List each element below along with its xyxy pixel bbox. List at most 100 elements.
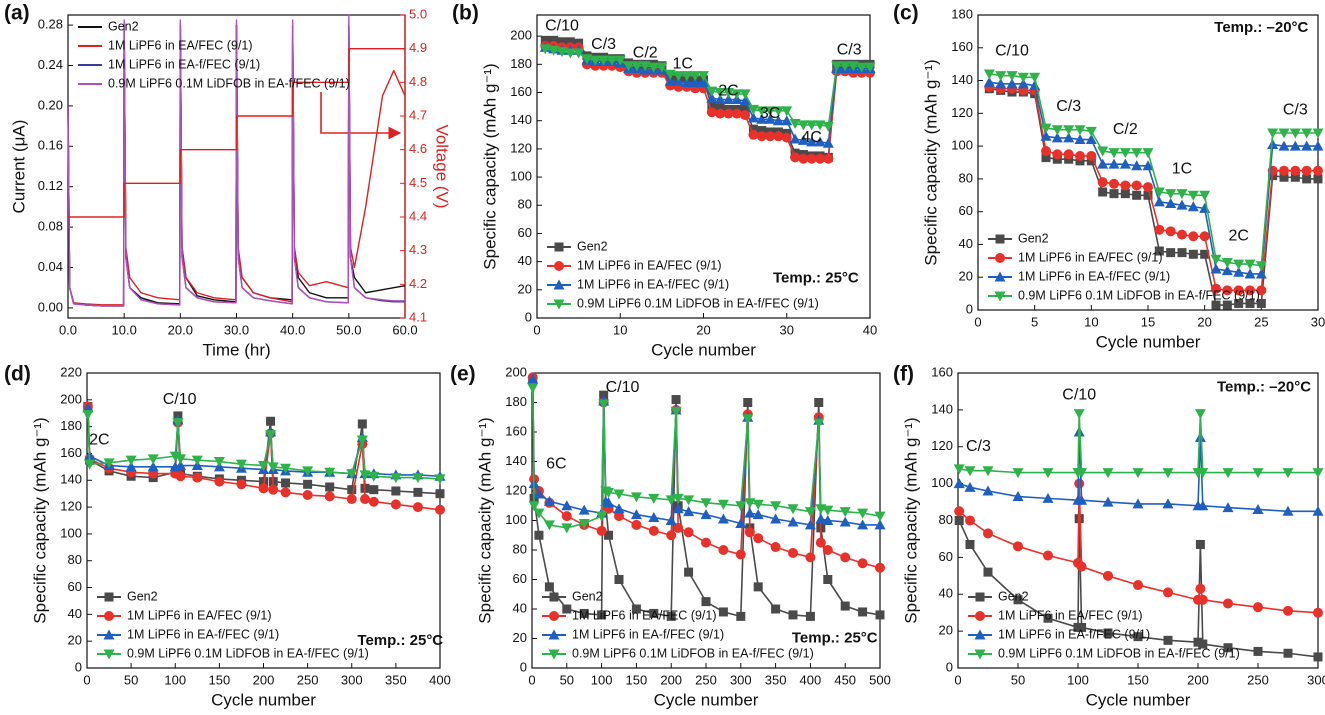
x-tick-label: 15: [1141, 314, 1155, 329]
legend-marker: [975, 611, 985, 621]
marker: [773, 131, 784, 142]
y-tick-label: 100: [931, 475, 953, 490]
series-line: [958, 431, 1318, 513]
y-tick-label: 60: [518, 225, 532, 240]
marker: [772, 106, 784, 117]
y-tick-label: 0.20: [38, 97, 63, 112]
marker: [435, 504, 445, 515]
marker: [598, 55, 610, 66]
marker: [698, 71, 709, 82]
marker: [1312, 468, 1324, 479]
marker: [1162, 468, 1174, 479]
y-tick-label: 100: [510, 169, 532, 184]
marker: [1102, 468, 1114, 479]
legend-label: 1M LiPF6 in EA-f/FEC (9/1): [577, 277, 729, 291]
marker: [1312, 140, 1324, 151]
marker: [790, 152, 801, 163]
marker: [822, 515, 834, 525]
marker: [1097, 177, 1108, 188]
legend-label: 1M LiPF6 in EA-f/FEC (9/1): [998, 627, 1150, 641]
marker: [630, 509, 642, 520]
marker: [1313, 174, 1323, 184]
marker: [731, 89, 743, 100]
annotation: C/10: [995, 42, 1029, 59]
y-tick-label: 20: [513, 630, 527, 645]
marker: [1177, 229, 1187, 240]
x-tick-label: 250: [297, 672, 319, 687]
panel: 0 5 10 15 20 25 30 0 20 40 60 80 100 120 140 160 180 Cycl…: [893, 2, 1325, 352]
marker: [1282, 468, 1294, 479]
marker: [1013, 541, 1023, 552]
marker: [1063, 125, 1075, 136]
x-tick-label: 450: [834, 672, 856, 687]
x-tick-label: 60.0: [392, 322, 417, 337]
marker: [214, 476, 225, 487]
annotation: C/3: [591, 36, 616, 53]
x-tick-label: 40: [863, 322, 877, 337]
marker: [1222, 285, 1233, 296]
marker: [815, 153, 826, 164]
legend-label: Gen2: [998, 589, 1029, 603]
marker: [1063, 149, 1074, 160]
y-tick-label: 160: [951, 39, 973, 54]
marker: [681, 77, 693, 88]
marker: [623, 61, 635, 72]
marker: [302, 466, 314, 477]
marker: [649, 608, 659, 618]
y-tick-label: 0: [520, 659, 527, 674]
x-tick-label: 0: [974, 314, 981, 329]
marker: [1289, 140, 1301, 151]
marker: [1223, 643, 1233, 653]
legend-marker: [549, 592, 559, 602]
marker: [1210, 263, 1222, 274]
legend-label: Gen2: [108, 19, 139, 33]
marker: [770, 542, 781, 553]
marker: [648, 493, 660, 504]
marker: [953, 464, 965, 475]
legend-marker: [554, 261, 564, 271]
y-tick-label: 20: [959, 269, 973, 284]
marker: [356, 435, 368, 446]
x-tick-label: 50: [124, 672, 138, 687]
y-tick-label: 80: [939, 512, 953, 527]
marker: [1085, 134, 1097, 145]
y-tick-label: 160: [505, 423, 527, 438]
marker: [1283, 605, 1293, 616]
x-tick-label: 250: [1247, 672, 1269, 687]
marker: [1163, 587, 1173, 598]
marker: [722, 88, 734, 99]
marker: [613, 503, 625, 514]
marker: [714, 88, 726, 99]
marker: [798, 153, 809, 164]
marker: [874, 519, 886, 530]
legend-label: Gen2: [1018, 231, 1049, 245]
marker: [666, 530, 677, 541]
x-tick-label: 500: [869, 672, 891, 687]
series-line: [989, 86, 1318, 292]
legend-marker: [104, 592, 114, 602]
marker: [561, 500, 573, 511]
marker: [797, 120, 809, 131]
x-axis-title: Cycle number: [1086, 690, 1191, 709]
y-tick-label: 0.00: [38, 299, 63, 314]
marker: [540, 35, 550, 45]
marker: [665, 515, 677, 525]
marker: [1076, 494, 1088, 505]
x-tick-label: 150: [626, 672, 648, 687]
marker: [715, 103, 725, 113]
marker: [434, 474, 446, 485]
marker: [413, 487, 423, 497]
y-tick-label: 120: [60, 499, 82, 514]
marker: [266, 416, 276, 426]
marker: [235, 459, 247, 470]
marker: [772, 115, 784, 126]
marker: [1194, 432, 1206, 443]
marker: [191, 455, 203, 466]
marker: [1043, 613, 1053, 623]
marker: [302, 490, 313, 501]
x-axis-title: Cycle number: [211, 690, 316, 709]
marker: [1255, 268, 1267, 279]
marker: [813, 418, 825, 429]
marker: [1102, 496, 1114, 507]
marker: [1165, 189, 1177, 200]
